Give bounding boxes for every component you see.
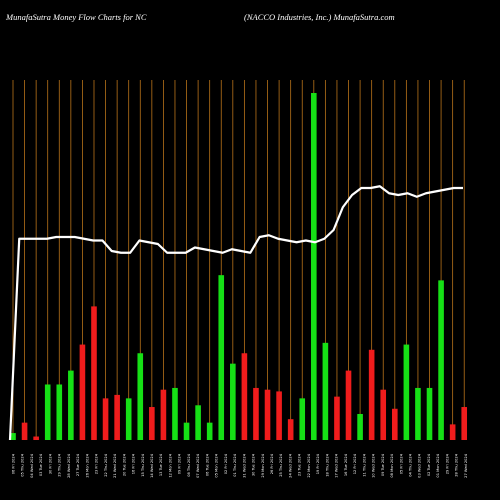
x-tick-label: 04 Wed 2024 bbox=[30, 453, 34, 478]
bar bbox=[311, 93, 317, 440]
x-tick-label: 05 Fri 2024 bbox=[399, 453, 403, 474]
x-tick-label: 30 Tue 2024 bbox=[252, 453, 256, 476]
x-tick-label: 03 Wed 2024 bbox=[418, 453, 422, 478]
x-tick-label: 06 Fri 2024 bbox=[12, 453, 16, 474]
x-tick-label: 25 Thu 2024 bbox=[279, 453, 283, 476]
bar bbox=[299, 398, 306, 440]
x-tick-label: 04 Thu 2024 bbox=[408, 453, 412, 476]
x-tick-label: 03 Tue 2024 bbox=[39, 453, 43, 476]
x-tick-label: 08 Thu 2024 bbox=[187, 453, 191, 476]
x-tick-label: 28 Wed 2024 bbox=[67, 453, 71, 478]
chart-title: MunafaSutra Money Flow Charts for NC bbox=[5, 12, 147, 22]
bar bbox=[230, 363, 236, 440]
bar bbox=[206, 422, 213, 440]
bar bbox=[276, 391, 282, 440]
bar bbox=[102, 398, 109, 440]
x-tick-label: 20 Tue 2024 bbox=[122, 453, 126, 476]
x-tick-label: 02 Tue 2024 bbox=[427, 453, 431, 476]
bar bbox=[380, 389, 387, 441]
x-tick-label: 16 Tue 2024 bbox=[344, 453, 348, 476]
x-tick-label: 27 Wed 2024 bbox=[464, 453, 468, 478]
x-tick-label: 30 Fri 2024 bbox=[48, 453, 52, 474]
x-tick-label: 22 Thu 2024 bbox=[104, 453, 108, 476]
bar bbox=[253, 387, 259, 440]
x-tick-label: 23 Fri 2024 bbox=[95, 453, 99, 474]
x-tick-label: 29 Mon 2024 bbox=[261, 453, 265, 477]
bar bbox=[415, 387, 421, 440]
x-tick-label: 29 Fri 2024 bbox=[445, 453, 449, 474]
x-tick-label: 09 Fri 2024 bbox=[178, 453, 182, 474]
x-tick-label: 23 Tue 2024 bbox=[298, 453, 302, 476]
bar bbox=[264, 389, 271, 441]
x-tick-label: 12 Mon 2024 bbox=[168, 453, 172, 477]
x-tick-label: 31 Wed 2024 bbox=[242, 453, 246, 478]
bar bbox=[79, 344, 86, 440]
x-tick-label: 16 Fri 2024 bbox=[132, 453, 136, 474]
x-tick-label: 15 Thu 2024 bbox=[141, 453, 145, 476]
bar bbox=[287, 419, 294, 440]
chart-source-title: (NACCO Industries, Inc.) MunafaSutra.com bbox=[244, 12, 395, 22]
bar bbox=[33, 436, 39, 440]
x-tick-label: 26 Mon 2024 bbox=[85, 453, 89, 477]
x-tick-label: 28 Thu 2024 bbox=[455, 453, 459, 476]
x-tick-label: 02 Fri 2024 bbox=[224, 453, 228, 474]
bar bbox=[368, 349, 375, 440]
x-tick-label: 29 Thu 2024 bbox=[58, 453, 62, 476]
bar bbox=[438, 280, 444, 440]
bar bbox=[125, 398, 132, 440]
x-tick-label: 18 Thu 2024 bbox=[325, 453, 329, 476]
x-tick-label: 06 Tue 2024 bbox=[205, 453, 209, 476]
bar bbox=[21, 422, 28, 440]
x-tick-label: 05 Mon 2024 bbox=[215, 453, 219, 477]
x-tick-label: 27 Tue 2024 bbox=[76, 453, 80, 476]
x-tick-label: 12 Fri 2024 bbox=[353, 453, 357, 474]
bar bbox=[160, 389, 167, 441]
x-tick-label: 19 Fri 2024 bbox=[316, 453, 320, 474]
bar bbox=[403, 344, 410, 440]
x-tick-label: 09 Tue 2024 bbox=[381, 453, 385, 476]
x-tick-label: 22 Mon 2024 bbox=[307, 453, 311, 477]
x-tick-label: 17 Wed 2024 bbox=[335, 453, 339, 478]
x-tick-label: 08 Mon 2024 bbox=[390, 453, 394, 477]
bar bbox=[91, 306, 97, 440]
bar bbox=[149, 407, 155, 440]
x-tick-label: 26 Fri 2024 bbox=[270, 453, 274, 474]
price-line bbox=[8, 185, 463, 441]
bar bbox=[44, 384, 51, 440]
x-tick-label: 01 Mon 2024 bbox=[436, 453, 440, 477]
bar bbox=[357, 413, 363, 441]
bar bbox=[137, 353, 144, 440]
bar bbox=[56, 384, 63, 440]
bar bbox=[172, 387, 178, 440]
x-tick-label: 13 Tue 2024 bbox=[159, 453, 163, 476]
bar bbox=[183, 422, 190, 440]
price-line-series bbox=[8, 185, 463, 441]
x-tick-label: 14 Wed 2024 bbox=[150, 453, 154, 478]
x-tick-label: 24 Wed 2024 bbox=[288, 453, 292, 478]
bar bbox=[218, 275, 225, 440]
x-tick-label: 21 Wed 2024 bbox=[113, 453, 117, 478]
bar bbox=[195, 405, 201, 440]
x-tick-label: 01 Thu 2024 bbox=[233, 453, 237, 476]
x-tick-label: 11 Thu 2024 bbox=[362, 453, 366, 476]
bar bbox=[449, 424, 456, 440]
bar-series bbox=[10, 93, 468, 441]
x-axis-labels: 06 Fri 2024 05 Thu 2024 04 Wed 2024 03 Tue … bbox=[12, 453, 468, 478]
bar bbox=[68, 370, 74, 440]
bar bbox=[345, 370, 352, 440]
bar bbox=[461, 407, 468, 440]
bar bbox=[114, 394, 120, 440]
x-tick-label: 10 Wed 2024 bbox=[372, 453, 376, 478]
bar bbox=[392, 408, 398, 440]
x-tick-label: 05 Thu 2024 bbox=[21, 453, 25, 476]
bar bbox=[241, 353, 248, 440]
bar bbox=[322, 342, 329, 440]
bar bbox=[10, 433, 16, 440]
bar bbox=[426, 387, 433, 440]
x-tick-label: 07 Wed 2024 bbox=[196, 453, 200, 478]
bar bbox=[334, 396, 340, 441]
